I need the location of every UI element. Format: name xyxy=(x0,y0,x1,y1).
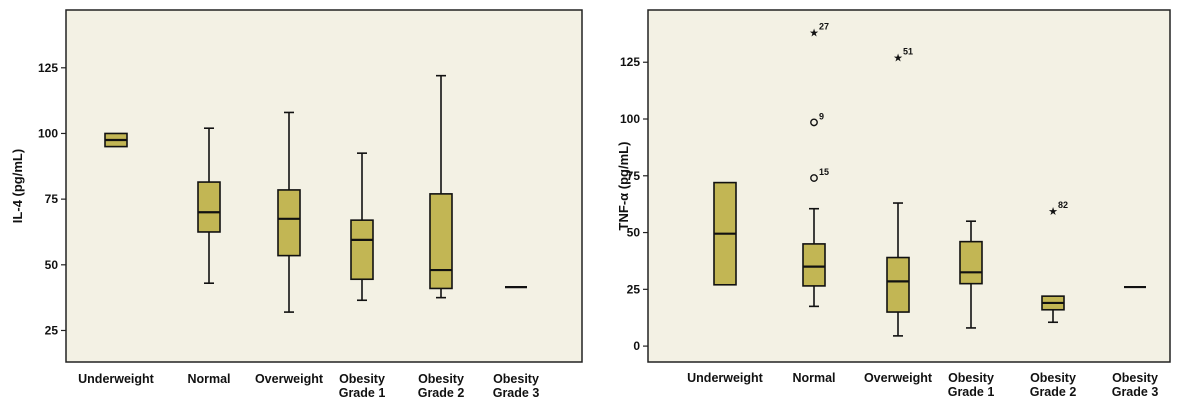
box-obesity-grade-1 xyxy=(959,220,983,329)
outlier-label: 15 xyxy=(819,167,829,177)
box-body xyxy=(350,219,374,281)
y-tick-label: 25 xyxy=(627,282,641,296)
y-tick-label: 100 xyxy=(38,126,58,140)
x-category-label: Overweight xyxy=(864,371,933,385)
x-category-label: Obesity Grade 2 xyxy=(1030,371,1077,399)
box-body xyxy=(429,193,453,290)
y-tick-label: 125 xyxy=(620,55,640,69)
x-category-label: Normal xyxy=(792,371,835,385)
x-category-label: Obesity Grade 3 xyxy=(493,372,540,400)
outlier-label: 27 xyxy=(819,22,829,32)
y-tick-label: 75 xyxy=(627,169,641,183)
outlier-star: ★ xyxy=(809,27,819,40)
box-body xyxy=(197,181,221,233)
outlier-circle xyxy=(810,118,818,127)
chart-panel-2: 0 25 50 75 100 125 TNF-α (pg/mL) Underweight Nor… xyxy=(616,9,1171,399)
y-tick-label: 125 xyxy=(38,61,58,75)
y-axis-label: TNF-α (pg/mL) xyxy=(616,142,631,231)
y-tick-label: 75 xyxy=(45,192,59,206)
x-category-label: Underweight xyxy=(78,372,155,386)
outlier-label: 82 xyxy=(1058,200,1068,210)
box-body xyxy=(802,243,826,287)
box-overweight xyxy=(886,202,910,337)
x-category-label: Overweight xyxy=(255,372,324,386)
outlier-label: 9 xyxy=(819,111,824,121)
outlier-circle xyxy=(810,174,818,182)
x-category-label: Normal xyxy=(187,372,230,386)
box-obesity-grade-2 xyxy=(1041,295,1065,324)
outlier-star: ★ xyxy=(893,52,903,65)
box-body xyxy=(886,256,910,313)
x-category-label: Obesity Grade 3 xyxy=(1112,371,1159,399)
y-tick-label: 50 xyxy=(627,226,641,240)
x-category-label: Obesity Grade 2 xyxy=(418,372,465,400)
x-category-label: Obesity Grade 1 xyxy=(339,372,386,400)
box-underweight xyxy=(104,132,128,148)
y-tick-label: 100 xyxy=(620,112,640,126)
box-normal xyxy=(802,207,826,308)
box-overweight xyxy=(277,111,301,313)
outlier-label: 51 xyxy=(903,47,913,57)
plot-area xyxy=(65,9,583,363)
y-tick-label: 50 xyxy=(45,258,59,272)
box-body xyxy=(959,240,983,285)
box-normal xyxy=(197,127,221,284)
chart-panel-1: 25 50 75 100 125 IL-4 (pg/mL) Underweight Norma… xyxy=(10,9,583,400)
y-tick-label: 25 xyxy=(45,323,59,337)
x-category-label: Underweight xyxy=(687,371,764,385)
box-obesity-grade-2 xyxy=(429,74,453,299)
y-tick-label: 0 xyxy=(633,339,640,353)
outlier-star: ★ xyxy=(1048,205,1058,218)
y-axis-label: IL-4 (pg/mL) xyxy=(10,149,25,223)
box-underweight xyxy=(713,181,737,286)
x-category-label: Obesity Grade 1 xyxy=(948,371,995,399)
box-obesity-grade-1 xyxy=(350,152,374,302)
box-body xyxy=(277,189,301,257)
